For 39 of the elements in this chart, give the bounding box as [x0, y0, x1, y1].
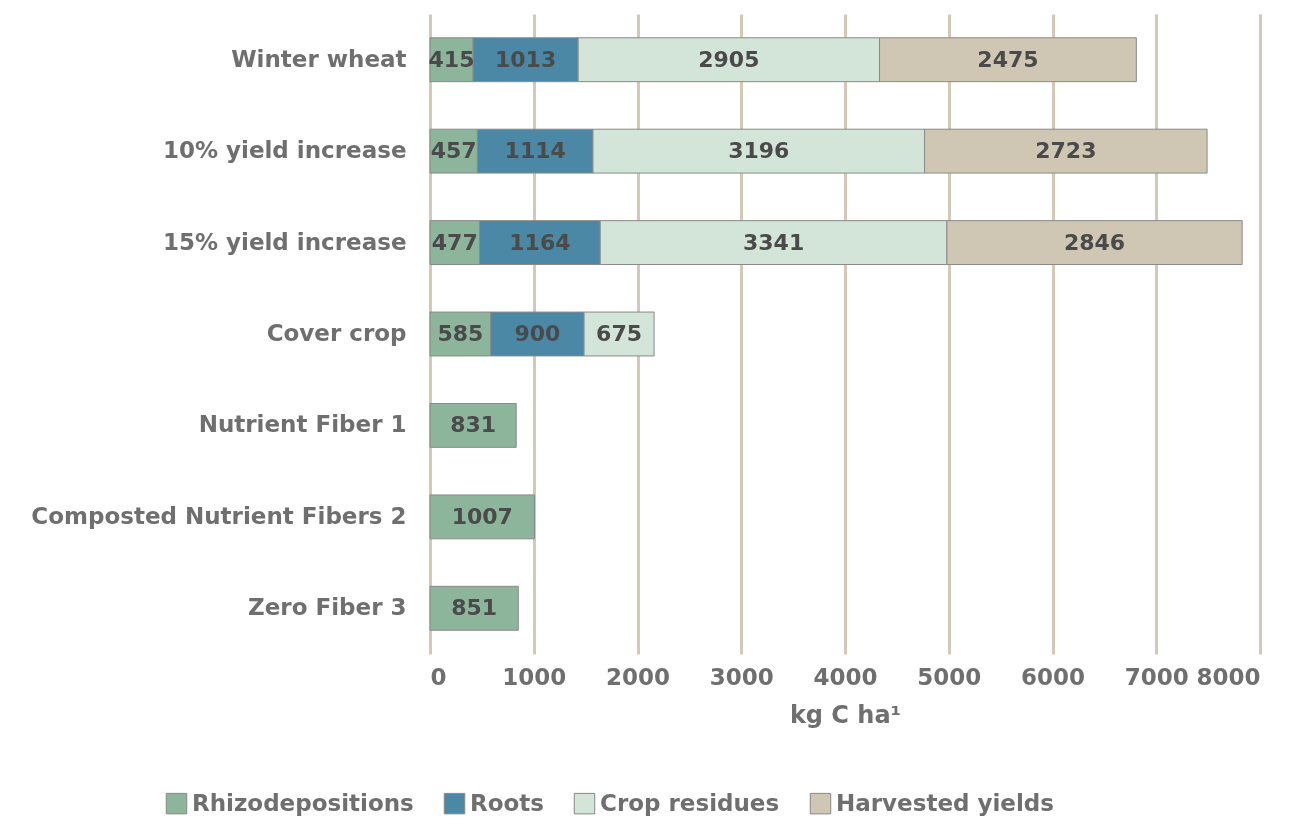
data-label: 851 [451, 595, 498, 621]
x-tick-label: 1000 [502, 663, 567, 690]
data-label: 3341 [742, 229, 805, 255]
data-label: 1007 [451, 503, 513, 529]
x-tick-label: 2000 [605, 663, 671, 690]
data-label: 2846 [1063, 229, 1126, 255]
data-label: 831 [450, 412, 497, 438]
data-label: 900 [514, 321, 561, 346]
data-label: 3196 [728, 138, 790, 164]
y-tick-label: Cover crop [266, 320, 407, 346]
data-label: 675 [596, 321, 643, 346]
legend-label: Roots [470, 789, 544, 816]
data-label: 2905 [698, 46, 760, 72]
x-tick-label: 0 [430, 663, 447, 690]
x-tick-label: 3000 [709, 663, 774, 690]
data-label: 1114 [504, 138, 566, 164]
x-tick-label: 4000 [813, 663, 878, 690]
x-tick-label: 7000 [1124, 663, 1189, 690]
y-tick-label: Composted Nutrient Fibers 2 [31, 502, 407, 529]
data-label: 585 [437, 321, 484, 346]
legend-label: Harvested yields [836, 789, 1054, 816]
y-tick-label: Winter wheat [231, 45, 407, 72]
data-label: 477 [431, 229, 478, 255]
data-label: 457 [430, 138, 477, 164]
y-tick-label: Zero Fiber 3 [248, 594, 407, 621]
y-tick-label: Nutrient Fiber 1 [198, 411, 407, 438]
y-tick-label: 15% yield increase [162, 228, 407, 255]
y-tick-label: 10% yield increase [162, 137, 407, 164]
x-tick-label: 8000 [1196, 663, 1261, 690]
data-label: 1013 [494, 46, 557, 72]
x-tick-label: 6000 [1020, 663, 1086, 690]
data-label: 2475 [977, 46, 1039, 72]
data-label: 415 [428, 46, 475, 72]
legend-label: Rhizodepositions [192, 789, 414, 816]
data-label: 1164 [509, 229, 571, 255]
data-label: 2723 [1035, 138, 1097, 164]
legend-label: Crop residues [600, 789, 780, 816]
x-axis-title: kg C ha¹ [789, 700, 902, 729]
x-tick-label: 5000 [917, 663, 982, 690]
